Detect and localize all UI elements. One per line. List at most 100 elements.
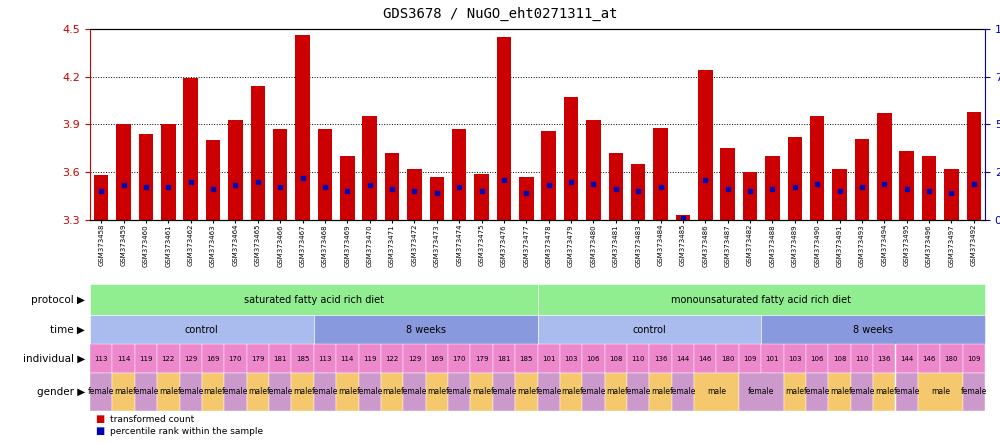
Text: saturated fatty acid rich diet: saturated fatty acid rich diet — [244, 295, 384, 305]
Text: ■: ■ — [95, 427, 104, 436]
Text: 146: 146 — [699, 356, 712, 361]
Text: 114: 114 — [341, 356, 354, 361]
Text: 185: 185 — [296, 356, 309, 361]
Text: control: control — [633, 325, 666, 335]
Text: female: female — [267, 387, 293, 396]
Text: male: male — [204, 387, 223, 396]
Text: 109: 109 — [967, 356, 981, 361]
Text: 136: 136 — [654, 356, 667, 361]
Text: 101: 101 — [766, 356, 779, 361]
Text: 108: 108 — [609, 356, 623, 361]
Text: 113: 113 — [94, 356, 108, 361]
Text: male: male — [472, 387, 491, 396]
Text: female: female — [222, 387, 249, 396]
Text: female: female — [849, 387, 875, 396]
Text: 181: 181 — [273, 356, 287, 361]
Text: female: female — [748, 387, 774, 396]
Text: 8 weeks: 8 weeks — [853, 325, 893, 335]
Text: female: female — [178, 387, 204, 396]
Text: male: male — [875, 387, 894, 396]
Text: female: female — [312, 387, 338, 396]
Text: 181: 181 — [497, 356, 511, 361]
Bar — [944, 169, 959, 220]
Text: 144: 144 — [676, 356, 690, 361]
Text: male: male — [114, 387, 133, 396]
Text: 110: 110 — [855, 356, 869, 361]
Bar — [228, 119, 243, 220]
Bar — [362, 116, 377, 220]
Bar — [139, 134, 153, 220]
Bar — [318, 129, 332, 220]
Text: male: male — [707, 387, 726, 396]
Text: 170: 170 — [452, 356, 466, 361]
Text: male: male — [606, 387, 625, 396]
Bar — [116, 124, 131, 220]
Bar — [832, 169, 847, 220]
Bar — [765, 156, 780, 220]
Text: 129: 129 — [184, 356, 197, 361]
Text: 179: 179 — [251, 356, 265, 361]
Text: male: male — [785, 387, 804, 396]
Text: 170: 170 — [229, 356, 242, 361]
Bar — [810, 116, 824, 220]
Text: male: male — [383, 387, 402, 396]
Text: female: female — [894, 387, 920, 396]
Text: male: male — [427, 387, 446, 396]
Text: 129: 129 — [408, 356, 421, 361]
Text: female: female — [670, 387, 696, 396]
Bar — [564, 97, 578, 220]
Text: transformed count: transformed count — [110, 415, 194, 424]
Text: 169: 169 — [430, 356, 444, 361]
Bar — [855, 139, 869, 220]
Text: female: female — [961, 387, 987, 396]
Text: female: female — [804, 387, 830, 396]
Bar — [698, 70, 713, 220]
Text: 114: 114 — [117, 356, 130, 361]
Text: female: female — [625, 387, 651, 396]
Text: 113: 113 — [318, 356, 332, 361]
Text: female: female — [88, 387, 114, 396]
Text: 110: 110 — [631, 356, 645, 361]
Bar — [609, 153, 623, 220]
Text: female: female — [446, 387, 472, 396]
Text: GDS3678 / NuGO_eht0271311_at: GDS3678 / NuGO_eht0271311_at — [383, 7, 617, 21]
Text: male: male — [293, 387, 312, 396]
Bar — [922, 156, 936, 220]
Bar — [877, 113, 892, 220]
Bar — [385, 153, 399, 220]
Text: female: female — [491, 387, 517, 396]
Text: male: male — [159, 387, 178, 396]
Bar — [497, 37, 511, 220]
Text: 122: 122 — [385, 356, 399, 361]
Text: female: female — [356, 387, 383, 396]
Text: gender ▶: gender ▶ — [37, 387, 85, 397]
Bar — [519, 177, 534, 220]
Text: 103: 103 — [564, 356, 578, 361]
Bar — [206, 140, 220, 220]
Bar — [430, 177, 444, 220]
Text: 103: 103 — [788, 356, 802, 361]
Text: male: male — [562, 387, 581, 396]
Text: 8 weeks: 8 weeks — [406, 325, 446, 335]
Text: male: male — [517, 387, 536, 396]
Bar — [743, 172, 757, 220]
Text: time ▶: time ▶ — [50, 325, 85, 335]
Text: percentile rank within the sample: percentile rank within the sample — [110, 427, 263, 436]
Bar — [273, 129, 287, 220]
Text: 122: 122 — [162, 356, 175, 361]
Bar — [899, 151, 914, 220]
Bar — [541, 131, 556, 220]
Bar — [653, 127, 668, 220]
Text: female: female — [580, 387, 607, 396]
Bar — [720, 148, 735, 220]
Text: male: male — [830, 387, 849, 396]
Text: female: female — [536, 387, 562, 396]
Text: control: control — [185, 325, 219, 335]
Bar — [676, 215, 690, 220]
Bar — [183, 78, 198, 220]
Text: 119: 119 — [363, 356, 376, 361]
Text: male: male — [931, 387, 950, 396]
Text: 144: 144 — [900, 356, 913, 361]
Text: male: male — [338, 387, 357, 396]
Text: 179: 179 — [475, 356, 488, 361]
